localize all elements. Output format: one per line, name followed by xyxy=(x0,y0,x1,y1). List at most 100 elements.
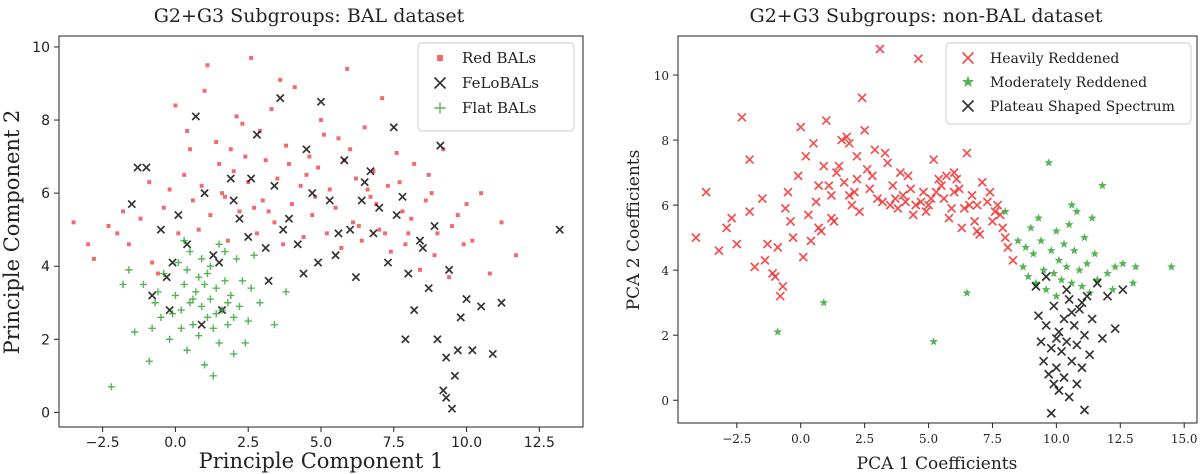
x-tick-label: 15.0 xyxy=(1171,432,1198,446)
data-point xyxy=(263,158,268,163)
data-point xyxy=(1072,207,1082,216)
data-point xyxy=(926,194,936,204)
data-point xyxy=(447,404,457,413)
data-point xyxy=(936,180,946,191)
data-point xyxy=(284,143,289,148)
data-point xyxy=(412,161,417,166)
data-point xyxy=(1021,242,1031,252)
data-point xyxy=(171,291,180,300)
data-point xyxy=(1082,259,1092,268)
data-point xyxy=(727,213,737,223)
data-point xyxy=(497,298,506,307)
legend-label: Heavily Reddened xyxy=(990,51,1119,67)
data-point xyxy=(191,112,201,121)
data-point xyxy=(487,271,492,276)
data-point xyxy=(455,213,460,218)
data-point xyxy=(1118,285,1128,295)
data-point xyxy=(366,167,375,176)
data-point xyxy=(252,130,262,139)
data-point xyxy=(261,243,270,253)
data-point xyxy=(375,203,384,212)
data-point xyxy=(831,167,842,178)
data-point xyxy=(215,240,223,248)
data-point xyxy=(203,269,212,278)
data-point xyxy=(1077,281,1087,291)
data-point xyxy=(345,225,355,234)
data-point xyxy=(356,224,361,228)
data-point xyxy=(798,252,808,262)
data-point xyxy=(180,237,188,245)
data-point xyxy=(183,346,191,354)
data-point xyxy=(785,216,796,226)
data-point xyxy=(811,197,821,207)
data-point xyxy=(351,272,361,282)
data-point xyxy=(1036,337,1046,347)
data-point xyxy=(1059,239,1069,248)
data-point xyxy=(998,223,1008,233)
data-point xyxy=(783,187,793,197)
x-tick-label: 7.5 xyxy=(983,432,1002,446)
data-point xyxy=(1072,379,1082,389)
data-point xyxy=(225,238,230,243)
x-tick-label: 12.5 xyxy=(1107,432,1134,446)
data-point xyxy=(423,198,428,203)
data-point xyxy=(196,227,201,232)
data-point xyxy=(870,145,880,155)
data-point xyxy=(222,194,227,199)
data-point xyxy=(1072,340,1082,350)
data-point xyxy=(1128,278,1138,287)
data-point xyxy=(397,180,402,185)
data-point xyxy=(409,216,414,221)
data-point xyxy=(824,180,834,191)
data-point xyxy=(1057,275,1066,284)
x-tick-label: 10.0 xyxy=(451,435,482,451)
data-point xyxy=(1074,304,1084,314)
data-point xyxy=(174,210,183,220)
data-point xyxy=(231,169,236,174)
data-point xyxy=(1102,291,1113,301)
data-point xyxy=(788,233,798,243)
plot-area xyxy=(677,35,1198,424)
data-point xyxy=(1092,278,1102,288)
data-point xyxy=(232,255,241,263)
data-point xyxy=(351,220,356,225)
series-heavily-reddened xyxy=(691,44,1018,301)
data-point xyxy=(282,288,290,296)
data-point xyxy=(721,223,732,233)
data-point xyxy=(918,187,929,197)
data-point xyxy=(199,183,204,188)
x-tick-label: 0.0 xyxy=(791,432,810,446)
data-point xyxy=(441,353,451,362)
data-point xyxy=(1067,278,1077,287)
series-moderately-reddened xyxy=(773,158,1176,346)
data-point xyxy=(166,335,174,343)
data-point xyxy=(814,180,824,191)
legend-label: Red BALs xyxy=(462,49,536,67)
data-point xyxy=(183,266,191,274)
data-point xyxy=(900,197,911,207)
data-point xyxy=(198,302,206,311)
data-point xyxy=(880,148,890,158)
data-point xyxy=(857,93,867,103)
data-point xyxy=(488,349,497,359)
data-point xyxy=(186,247,194,256)
data-point xyxy=(929,337,939,346)
data-point xyxy=(898,190,908,200)
data-point xyxy=(1082,291,1092,301)
data-point xyxy=(359,238,364,243)
data-point xyxy=(939,194,949,204)
data-point xyxy=(304,172,309,177)
data-point xyxy=(106,224,111,228)
data-point xyxy=(468,346,477,355)
data-point xyxy=(260,198,265,203)
data-point xyxy=(1044,158,1054,167)
data-point xyxy=(975,229,985,239)
data-point xyxy=(150,260,155,265)
data-point xyxy=(803,210,813,220)
data-point xyxy=(479,191,484,196)
data-point xyxy=(302,145,311,154)
data-point xyxy=(862,164,872,174)
data-point xyxy=(972,200,982,210)
data-point xyxy=(340,156,349,165)
data-point xyxy=(444,265,454,275)
